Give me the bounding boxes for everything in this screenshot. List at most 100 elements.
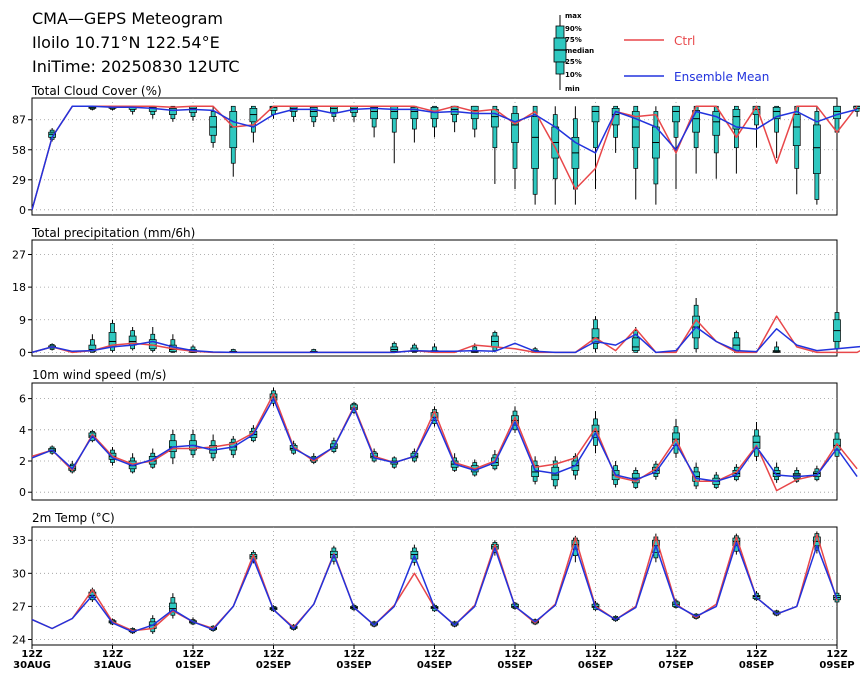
legend-box-10	[555, 61, 565, 75]
x-hour-label: 12Z	[826, 649, 847, 660]
ensemble-box	[390, 105, 399, 164]
ensemble-box	[772, 341, 781, 353]
y-tick-label: 6	[19, 393, 26, 406]
x-hour-label: 12Z	[504, 649, 525, 660]
y-tick-label: 30	[12, 567, 26, 580]
ensemble-box	[189, 105, 197, 121]
y-tick-label: 2	[19, 455, 26, 468]
x-date-label: 02SEP	[256, 660, 291, 671]
box-inner	[712, 111, 721, 136]
y-tick-label: 9	[19, 314, 26, 327]
ensemble-box	[813, 106, 821, 205]
x-date-label: 03SEP	[336, 660, 371, 671]
box-inner	[511, 113, 519, 143]
panel-title: Total Cloud Cover (%)	[31, 84, 162, 98]
ensemble-box	[813, 465, 821, 482]
location-label: Iloilo 10.71°N 122.54°E	[32, 33, 220, 52]
x-hour-label: 12Z	[343, 649, 364, 660]
ensemble-box	[591, 105, 600, 190]
y-tick-label: 0	[19, 346, 26, 359]
legend-mean-label: Ensemble Mean	[674, 70, 769, 84]
box-inner	[410, 106, 419, 120]
legend-box-90	[555, 25, 565, 39]
x-hour-label: 12Z	[746, 649, 767, 660]
ensemble-box	[370, 105, 378, 138]
y-tick-label: 29	[12, 174, 26, 187]
x-date-label: 30AUG	[13, 660, 51, 671]
ensemble-box	[209, 106, 217, 148]
ensemble-mean-line	[31, 326, 860, 354]
box-inner	[591, 105, 600, 123]
y-tick-label: 33	[12, 534, 26, 547]
box-outer	[774, 105, 779, 133]
ensemble-box	[511, 105, 519, 190]
y-tick-label: 4	[19, 424, 26, 437]
ensemble-box	[672, 105, 680, 190]
box-inner	[229, 111, 238, 149]
y-tick-label: 58	[12, 144, 26, 157]
ensemble-box	[631, 327, 640, 353]
ensemble-box	[833, 298, 841, 353]
legend-box-label: 75%	[565, 36, 582, 44]
header: CMA—GEPS Meteogram Iloilo 10.71°N 122.54…	[32, 9, 240, 76]
legend: max 90% 75% median 25% 10% min Ctrl Ensemble Mea…	[553, 12, 769, 93]
ensemble-box	[169, 593, 177, 619]
box-inner	[611, 108, 620, 126]
legend-box-label: 10%	[565, 71, 582, 79]
ensemble-box	[571, 106, 580, 205]
panel-1: Total Cloud Cover (%) 0 29 58 87	[12, 84, 860, 217]
ensemble-box	[692, 105, 700, 174]
x-hour-label: 12Z	[263, 649, 284, 660]
time-axis: 12Z30AUG12Z31AUG12Z01SEP12Z02SEP12Z03SEP…	[13, 645, 855, 671]
ensemble-box	[491, 330, 499, 353]
box-inner	[249, 108, 258, 123]
y-tick-label: 0	[19, 486, 26, 499]
ensemble-box	[732, 105, 741, 174]
x-date-label: 31AUG	[94, 660, 132, 671]
ensemble-box	[591, 316, 600, 353]
ensemble-box	[189, 429, 197, 458]
init-time-label: IniTime: 20250830 12UTC	[32, 57, 240, 76]
ctrl-line	[31, 105, 858, 211]
ensemble-box	[390, 341, 399, 353]
box-inner	[309, 106, 318, 117]
chart-title: CMA—GEPS Meteogram	[32, 9, 223, 28]
ensemble-box	[551, 106, 560, 205]
x-date-label: 06SEP	[578, 660, 613, 671]
ensemble-box	[491, 105, 499, 184]
x-date-label: 01SEP	[175, 660, 210, 671]
y-tick-label: 27	[12, 600, 26, 613]
ensemble-box	[833, 105, 841, 164]
ensemble-box	[631, 105, 640, 200]
panel-2: Total precipitation (mm/6h) 0 9 18 27	[12, 226, 860, 359]
ensemble-box	[148, 327, 157, 353]
box-inner	[370, 106, 378, 120]
box-inner	[672, 105, 680, 123]
y-tick-label: 0	[19, 204, 26, 217]
box-inner	[591, 328, 600, 344]
box-inner	[169, 108, 177, 115]
box-inner	[631, 337, 640, 351]
y-tick-label: 87	[12, 114, 26, 127]
box-inner	[772, 106, 781, 120]
x-date-label: 08SEP	[739, 660, 774, 671]
panel-title: 2m Temp (°C)	[32, 511, 115, 525]
box-inner	[209, 116, 217, 136]
box-inner	[833, 105, 841, 120]
x-date-label: 04SEP	[417, 660, 452, 671]
ensemble-box	[772, 462, 781, 483]
legend-box-label: min	[565, 85, 580, 93]
x-hour-label: 12Z	[21, 649, 42, 660]
x-hour-label: 12Z	[585, 649, 606, 660]
ensemble-box	[752, 422, 761, 461]
y-tick-label: 24	[12, 633, 26, 646]
box-inner	[330, 105, 338, 113]
box-inner	[531, 116, 539, 169]
ensemble-box	[772, 105, 781, 159]
x-date-label: 07SEP	[658, 660, 693, 671]
ensemble-box	[712, 105, 721, 179]
box-inner	[631, 111, 640, 149]
ctrl-line	[31, 315, 860, 354]
